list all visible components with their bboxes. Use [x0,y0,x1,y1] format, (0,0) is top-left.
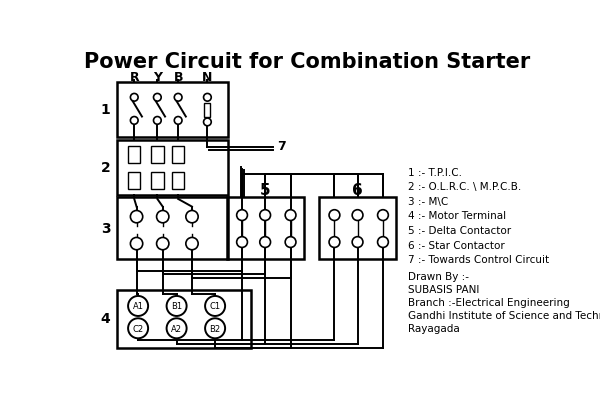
Circle shape [167,318,187,338]
Bar [128,172,140,189]
Text: 7 :- Towards Control Circuit: 7 :- Towards Control Circuit [407,255,549,265]
Text: 6: 6 [352,183,363,198]
Circle shape [186,211,198,223]
Bar [319,198,396,259]
Circle shape [260,237,271,248]
Circle shape [329,210,340,221]
Bar [116,290,251,348]
Circle shape [205,296,225,316]
Bar [151,146,164,163]
Circle shape [174,94,182,102]
Circle shape [130,94,138,102]
Circle shape [329,237,340,248]
Text: 3: 3 [101,222,110,236]
Circle shape [236,237,247,248]
Circle shape [130,211,143,223]
Circle shape [157,238,169,250]
Bar [116,140,228,196]
Bar [151,172,164,189]
Text: Power Circuit for Combination Starter: Power Circuit for Combination Starter [85,52,530,72]
Text: B1: B1 [171,302,182,311]
Bar [116,83,228,138]
Circle shape [285,210,296,221]
Text: C1: C1 [209,302,221,311]
Text: 6 :- Star Contactor: 6 :- Star Contactor [407,240,505,250]
Text: Y: Y [153,71,162,84]
Text: Gandhi Institute of Science and Technology: Gandhi Institute of Science and Technolo… [407,310,600,320]
Bar [116,198,228,259]
Circle shape [130,238,143,250]
Circle shape [186,238,198,250]
Text: Drawn By :-: Drawn By :- [407,271,469,281]
Text: R: R [130,71,139,84]
Text: B: B [173,71,183,84]
Circle shape [203,119,211,126]
Circle shape [154,94,161,102]
Text: C2: C2 [133,324,143,333]
Text: B2: B2 [209,324,221,333]
Text: 7: 7 [277,139,286,152]
Circle shape [205,318,225,338]
Text: A2: A2 [171,324,182,333]
Circle shape [130,117,138,125]
Text: 4: 4 [101,312,110,326]
Text: A1: A1 [133,302,143,311]
Bar [172,146,184,163]
Circle shape [352,237,363,248]
Circle shape [154,117,161,125]
Text: 1 :- T.P.I.C.: 1 :- T.P.I.C. [407,167,461,177]
Circle shape [236,210,247,221]
Bar [205,103,211,117]
Circle shape [377,237,388,248]
Circle shape [203,94,211,102]
Text: 2: 2 [101,161,110,175]
Circle shape [167,296,187,316]
Bar [227,198,304,259]
Text: Rayagada: Rayagada [407,323,460,333]
Circle shape [174,117,182,125]
Bar [172,172,184,189]
Circle shape [157,211,169,223]
Circle shape [352,210,363,221]
Circle shape [128,296,148,316]
Circle shape [285,237,296,248]
Circle shape [128,318,148,338]
Text: 2 :- O.L.R.C. \ M.P.C.B.: 2 :- O.L.R.C. \ M.P.C.B. [407,182,521,192]
Bar [128,146,140,163]
Circle shape [260,210,271,221]
Text: 5: 5 [260,183,271,198]
Text: N: N [202,71,212,84]
Text: 5 :- Delta Contactor: 5 :- Delta Contactor [407,225,511,235]
Text: 1: 1 [101,103,110,117]
Text: 3 :- M\C: 3 :- M\C [407,196,448,207]
Circle shape [377,210,388,221]
Text: Branch :-Electrical Engineering: Branch :-Electrical Engineering [407,297,569,307]
Text: 4 :- Motor Terminal: 4 :- Motor Terminal [407,211,506,221]
Text: SUBASIS PANI: SUBASIS PANI [407,284,479,294]
